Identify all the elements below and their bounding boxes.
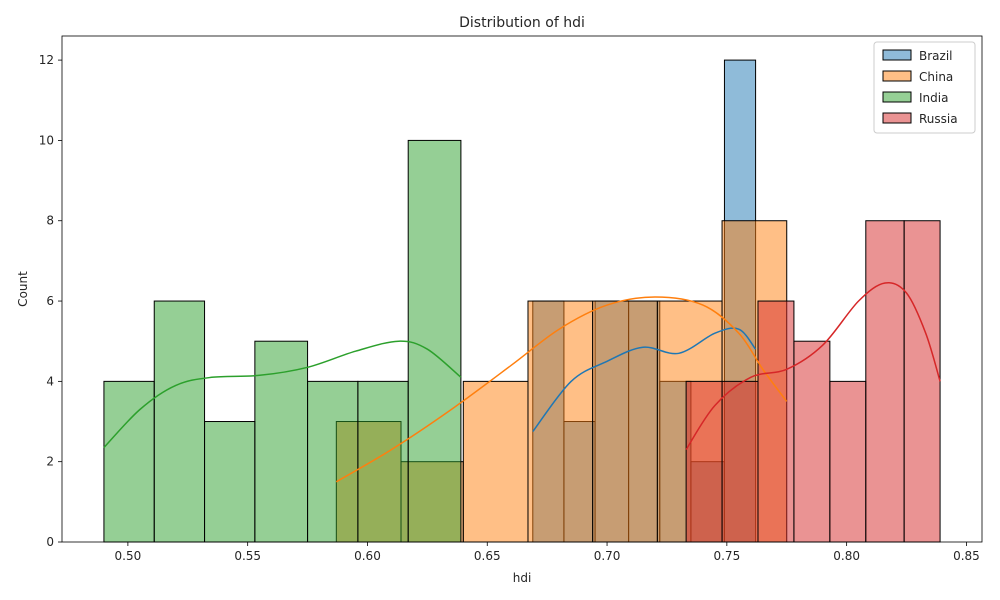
kde-line-china <box>335 296 788 483</box>
bar-india-1 <box>153 300 206 543</box>
x-tick-label: 0.65 <box>474 549 501 563</box>
bar-india-2 <box>204 421 256 543</box>
x-tick-label: 0.60 <box>354 549 381 563</box>
bar-china-4 <box>592 300 658 543</box>
bar-russia-3 <box>793 340 831 543</box>
kde-line-india <box>103 340 462 449</box>
legend-swatch-china <box>882 70 912 82</box>
y-tick-label: 4 <box>46 374 54 388</box>
y-tick-label: 8 <box>46 214 54 228</box>
legend-swatch-india <box>882 91 912 103</box>
kde-line-russia <box>685 281 941 451</box>
bar-russia-0 <box>685 380 723 543</box>
bar-india-6 <box>407 139 462 543</box>
chart-title: Distribution of hdi <box>459 15 585 31</box>
y-tick-label: 0 <box>46 535 54 549</box>
bar-russia-5 <box>865 220 905 543</box>
x-tick-label: 0.85 <box>953 549 980 563</box>
legend: Brazil China India Russia <box>873 41 976 134</box>
legend-label-india: India <box>919 91 948 105</box>
bar-india-4 <box>307 380 359 543</box>
x-tick-label: 0.70 <box>594 549 621 563</box>
bar-india-5 <box>357 380 409 543</box>
bar-russia-4 <box>829 380 867 543</box>
bar-china-3 <box>527 300 594 543</box>
legend-label-china: China <box>919 70 953 84</box>
legend-box <box>873 41 976 134</box>
kde-line-brazil <box>532 327 757 433</box>
kde-layer <box>103 281 941 483</box>
x-tick-label: 0.55 <box>234 549 261 563</box>
y-axis: 0 2 4 6 8 10 12 <box>39 53 62 549</box>
legend-swatch-russia <box>882 112 912 124</box>
y-axis-title: Count <box>16 271 30 307</box>
bar-india-3 <box>254 340 309 543</box>
x-axis: 0.50 0.55 0.60 0.65 0.70 0.75 0.80 0.85 <box>115 542 980 563</box>
y-tick-label: 2 <box>46 455 54 469</box>
y-tick-label: 10 <box>39 133 54 147</box>
bar-india-0 <box>103 380 155 543</box>
y-tick-label: 6 <box>46 294 54 308</box>
bar-russia-6 <box>903 220 941 543</box>
legend-label-brazil: Brazil <box>919 49 953 63</box>
x-axis-title: hdi <box>513 571 532 585</box>
bar-russia-2 <box>757 300 795 543</box>
x-tick-label: 0.75 <box>713 549 740 563</box>
bar-china-2 <box>462 380 529 543</box>
legend-label-russia: Russia <box>919 112 958 126</box>
x-tick-label: 0.80 <box>833 549 860 563</box>
legend-swatch-brazil <box>882 49 912 61</box>
bar-russia-1 <box>721 380 759 543</box>
y-tick-label: 12 <box>39 53 54 67</box>
bars-layer <box>103 59 941 543</box>
plot-frame <box>61 35 983 543</box>
x-tick-label: 0.50 <box>115 549 142 563</box>
